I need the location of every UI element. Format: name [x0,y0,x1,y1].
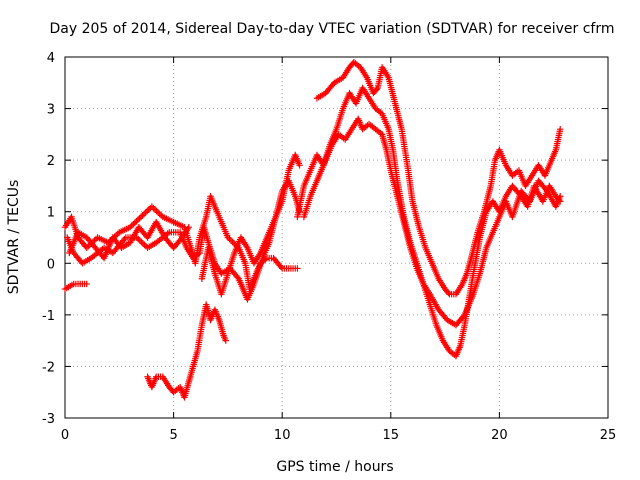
series-trace-g [313,58,564,298]
x-axis-ticks: 0 5 10 15 20 25 [61,57,616,443]
data-point [134,216,142,224]
x-tick-label: 0 [61,428,69,443]
y-tick-label: 2 [47,154,55,169]
x-tick-label: 20 [491,428,508,443]
data-point [229,238,236,246]
data-point [227,237,235,244]
x-tick-label: 15 [383,428,400,443]
data-point [144,207,151,215]
data-point [145,206,152,213]
data-point [150,204,157,212]
data-point [130,221,137,228]
data-point [294,265,301,272]
data-point [136,237,143,244]
data-point [138,238,145,246]
data-marks [61,58,564,401]
data-point [153,207,160,215]
y-tick-label: -3 [42,412,55,427]
y-tick-label: 4 [47,51,55,66]
data-point [557,193,564,200]
data-point [557,126,564,133]
data-point [136,215,143,222]
y-tick-label: -1 [42,309,55,324]
data-point [139,240,147,247]
y-tick-label: 3 [47,103,55,118]
series-trace-i [66,218,193,262]
data-point [83,280,90,288]
y-tick-label: -2 [42,360,55,375]
data-point [137,213,145,221]
series-trace-f [294,84,564,360]
grid-lines [65,57,608,418]
x-axis-label: GPS time / hours [276,459,393,475]
data-point [154,209,162,216]
data-point [234,274,241,281]
series-trace-e [198,151,303,298]
data-point [373,86,380,93]
data-point [460,313,467,320]
y-axis-label: SDTVAR / TECUs [6,180,22,295]
x-tick-label: 10 [274,428,291,443]
series-trace-c [61,280,90,293]
y-tick-label: 1 [47,206,55,221]
data-point [131,219,139,226]
y-tick-label: 0 [47,257,55,272]
x-tick-label: 25 [600,428,617,443]
data-point [142,209,149,216]
data-point [185,223,193,231]
data-point [139,212,146,219]
data-point [222,337,229,344]
y-axis-ticks: -3 -2 -1 0 1 2 3 4 [42,51,608,427]
data-point [135,235,142,243]
chart-title: Day 205 of 2014, Sidereal Day-to-day VTE… [50,21,615,37]
data-point [277,263,285,271]
x-tick-label: 5 [169,428,177,443]
data-point [148,203,156,210]
data-point [296,162,303,169]
series-trace-d [144,301,229,401]
data-point [133,218,140,225]
data-point [445,289,452,297]
series-trace-h [300,115,564,329]
